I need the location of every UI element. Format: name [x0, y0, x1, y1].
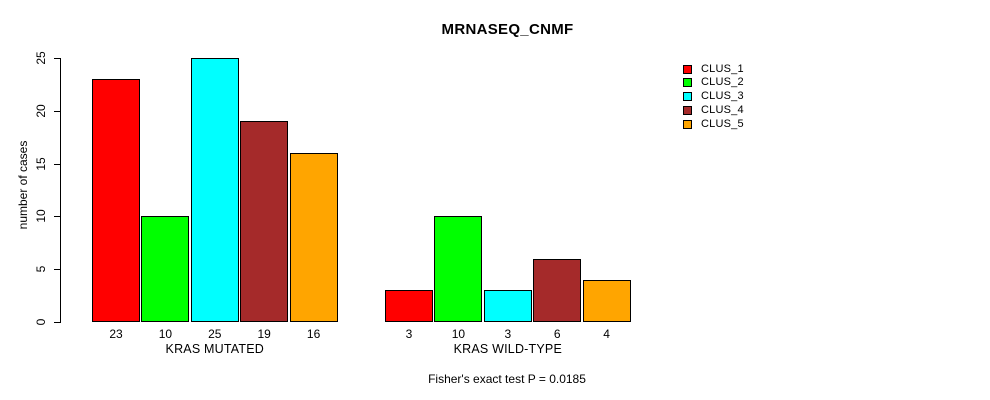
bar-clus_5-group2: [582, 279, 631, 322]
bar-clus_4-group1: [240, 121, 289, 322]
bar-value-label: 25: [208, 327, 222, 341]
bar-value-label: 19: [257, 327, 271, 341]
y-tick-label: 10: [34, 209, 48, 224]
bar-value-label: 3: [504, 327, 512, 341]
fisher-test-annotation: Fisher's exact test P = 0.0185: [428, 372, 586, 386]
bar-clus_3-group1: [190, 58, 239, 322]
group-label: KRAS MUTATED: [165, 342, 265, 356]
bar-value-label: 10: [451, 327, 466, 341]
legend-label: CLUS_5: [701, 117, 744, 130]
bar-value-label: 16: [306, 327, 321, 341]
y-tick-label: 5: [34, 265, 48, 273]
legend-item: CLUS_2: [683, 76, 744, 89]
bar-clus_1-group2: [385, 290, 433, 322]
bar-value-label: 4: [603, 327, 610, 341]
chart-title: MRNASEQ_CNMF: [441, 21, 574, 38]
legend-item: CLUS_4: [683, 104, 744, 117]
legend-item: CLUS_1: [683, 63, 744, 76]
bar-clus_4-group2: [533, 258, 582, 322]
legend-label: CLUS_1: [701, 62, 744, 75]
bar-value-label: 6: [553, 327, 561, 341]
y-axis-title: number of cases: [16, 140, 30, 230]
legend-swatch-clus_3: [683, 92, 692, 102]
bar-value-label: 3: [405, 327, 413, 341]
legend-swatch-clus_5: [683, 119, 692, 129]
y-tick-label: 15: [34, 156, 48, 171]
bar-clus_2-group2: [434, 216, 483, 322]
legend-label: CLUS_3: [701, 90, 744, 103]
legend-swatch-clus_2: [683, 78, 692, 88]
legend-label: CLUS_4: [701, 103, 744, 116]
y-axis-line: [60, 58, 61, 323]
y-tick: [54, 163, 60, 165]
legend-label: CLUS_2: [701, 76, 744, 89]
y-tick-label: 0: [34, 318, 48, 326]
y-tick: [54, 269, 60, 271]
legend-item: CLUS_3: [683, 90, 744, 103]
y-tick: [54, 58, 60, 59]
legend-swatch-clus_4: [683, 105, 692, 115]
bar-value-label: 10: [158, 327, 173, 341]
legend-swatch-clus_1: [683, 64, 692, 74]
bar-value-label: 23: [109, 327, 123, 341]
y-tick-label: 25: [34, 51, 48, 65]
group-label: KRAS WILD-TYPE: [453, 342, 562, 356]
bar-clus_2-group1: [141, 216, 190, 322]
y-tick-label: 20: [34, 104, 48, 118]
y-tick: [54, 322, 60, 323]
bar-clus_1-group1: [92, 79, 140, 322]
legend-item: CLUS_5: [683, 118, 744, 131]
y-tick: [54, 216, 60, 218]
bar-clus_3-group2: [483, 290, 532, 322]
y-tick: [54, 110, 60, 112]
bar-clus_5-group1: [289, 153, 338, 322]
